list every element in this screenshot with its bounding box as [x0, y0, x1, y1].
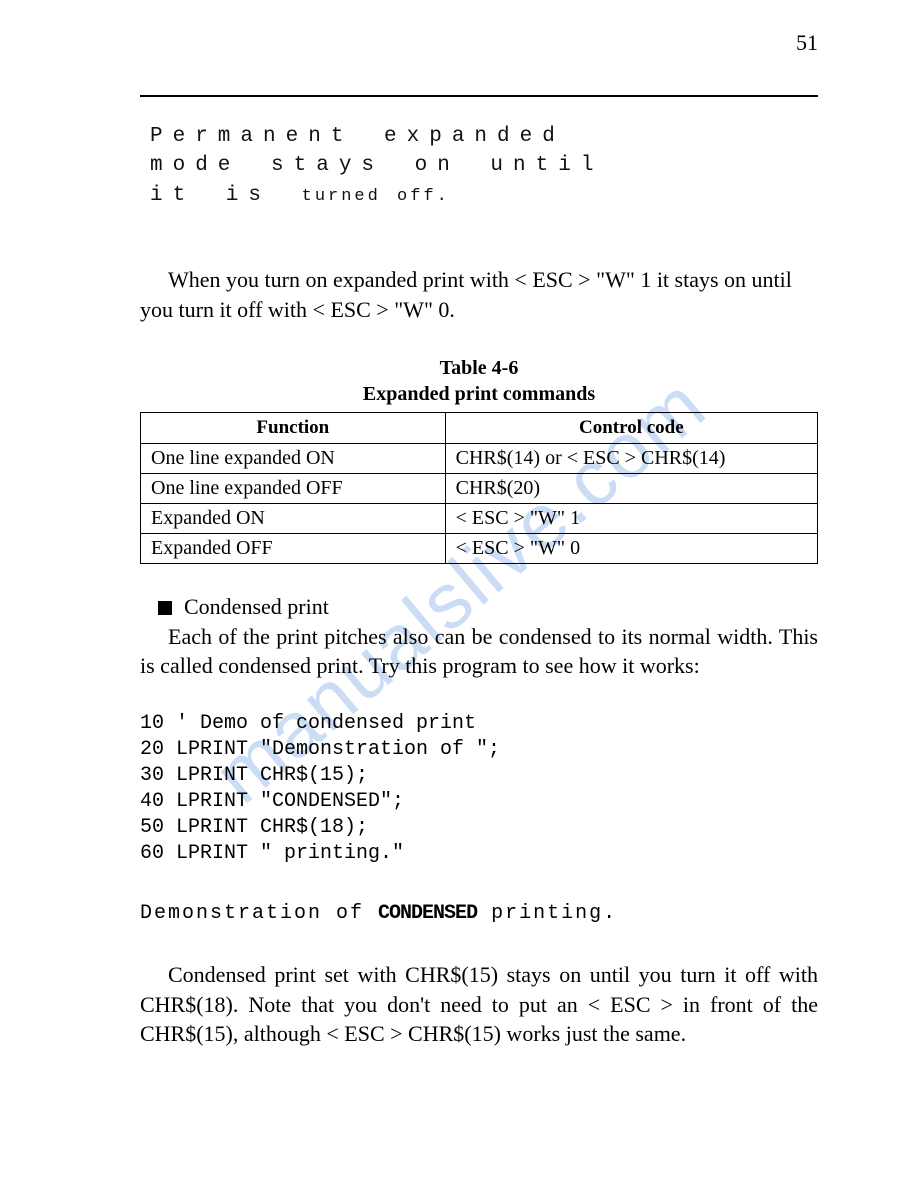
- page-number: 51: [796, 30, 818, 56]
- cell-function: Expanded ON: [141, 503, 446, 533]
- table-header-function: Function: [141, 412, 446, 443]
- paragraph-3: Condensed print set with CHR$(15) stays …: [140, 960, 818, 1049]
- sample-line-2: mode stays on until: [150, 151, 818, 180]
- square-bullet-icon: [158, 601, 172, 615]
- section-heading-condensed: Condensed print: [158, 594, 818, 620]
- header-rule: [140, 95, 818, 97]
- sample-line-3: it is turned off.: [150, 181, 818, 210]
- cell-code: < ESC > "W" 0: [445, 533, 817, 563]
- expanded-print-sample: Permanent expanded mode stays on until i…: [150, 122, 818, 210]
- cell-code: CHR$(20): [445, 473, 817, 503]
- printed-output-sample: Demonstration of CONDENSED printing.: [140, 902, 818, 925]
- code-listing: 10 ' Demo of condensed print 20 LPRINT "…: [140, 711, 818, 867]
- cell-function: One line expanded OFF: [141, 473, 446, 503]
- table-header-row: Function Control code: [141, 412, 818, 443]
- cell-function: One line expanded ON: [141, 443, 446, 473]
- paragraph-1: When you turn on expanded print with < E…: [140, 265, 818, 324]
- cell-code: < ESC > "W" 1: [445, 503, 817, 533]
- table-row: One line expanded OFF CHR$(20): [141, 473, 818, 503]
- commands-table: Function Control code One line expanded …: [140, 412, 818, 564]
- document-page: 51 Permanent expanded mode stays on unti…: [0, 0, 918, 1089]
- table-title: Table 4-6 Expanded print commands: [140, 355, 818, 407]
- table-row: Expanded OFF < ESC > "W" 0: [141, 533, 818, 563]
- cell-function: Expanded OFF: [141, 533, 446, 563]
- table-row: Expanded ON < ESC > "W" 1: [141, 503, 818, 533]
- sample-line-1: Permanent expanded: [150, 122, 818, 151]
- table-row: One line expanded ON CHR$(14) or < ESC >…: [141, 443, 818, 473]
- table-header-code: Control code: [445, 412, 817, 443]
- cell-code: CHR$(14) or < ESC > CHR$(14): [445, 443, 817, 473]
- paragraph-2: Each of the print pitches also can be co…: [140, 622, 818, 681]
